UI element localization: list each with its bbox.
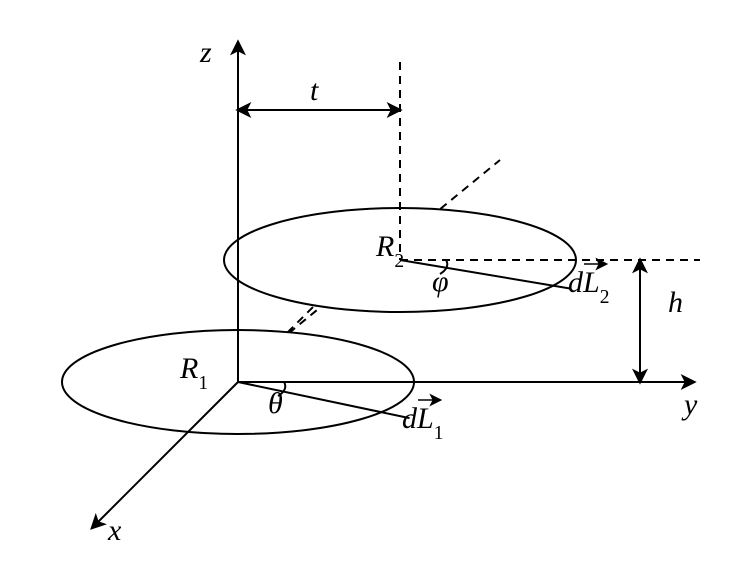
theta-label: θ (268, 387, 283, 420)
t-label: t (310, 74, 319, 107)
phi-label: φ (432, 265, 449, 298)
dl2-label: dL2 (568, 266, 609, 308)
dl1-label: dL1 (402, 402, 443, 444)
coordinate-diagram: zyxR1θdL1R2φdL2th (0, 0, 755, 564)
axis-y-label: y (681, 388, 698, 421)
h-label: h (668, 286, 683, 319)
axis-z-label: z (199, 36, 212, 69)
axis-x-label: x (107, 514, 122, 547)
